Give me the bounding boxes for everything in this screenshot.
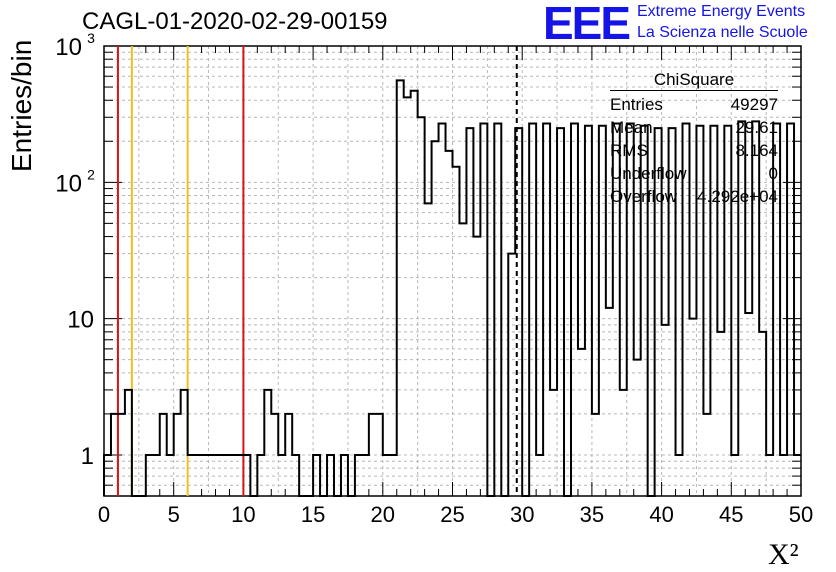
y-axis-label: Entries/bin <box>6 39 37 172</box>
x-tick-label: 30 <box>510 502 534 527</box>
histogram-series <box>103 79 801 497</box>
x-tick-label: 35 <box>580 502 604 527</box>
y-tick-label: 10 <box>55 34 82 61</box>
stats-value: 0 <box>768 164 778 183</box>
x-tick-label: 25 <box>440 502 464 527</box>
chart-title: CAGL-01-2020-02-29-00159 <box>82 8 388 35</box>
stats-value: 49297 <box>730 95 778 114</box>
stats-label: Overflow <box>610 187 678 206</box>
x-axis-label: X² <box>768 538 799 571</box>
stats-row: Entries 49297 <box>610 93 778 116</box>
stats-label: Underflow <box>610 164 687 183</box>
stats-row: Overflow 4.292e+04 <box>610 185 778 208</box>
logo-caption-line2: La Scienza nelle Scuole <box>637 24 808 41</box>
x-tick-label: 40 <box>649 502 673 527</box>
logo-caption-line1: Extreme Energy Events <box>637 3 806 20</box>
x-tick-label: 50 <box>789 502 813 527</box>
stats-row: Mean 29.61 <box>610 116 778 139</box>
stats-box: ChiSquare Entries 49297 Mean 29.61 RMS 8.16… <box>610 70 778 208</box>
x-tick-label: 45 <box>719 502 743 527</box>
stats-label: RMS <box>610 141 648 160</box>
y-tick-label-exponent: 3 <box>87 30 95 46</box>
stats-label: Entries <box>610 95 663 114</box>
stats-box-title: ChiSquare <box>610 70 778 91</box>
stats-value: 8.164 <box>735 141 778 160</box>
x-tick-label: 20 <box>371 502 395 527</box>
stats-row: RMS 8.164 <box>610 139 778 162</box>
eee-logo: EEE <box>543 0 631 49</box>
y-tick-label-exponent: 2 <box>87 166 95 182</box>
y-tick-label: 10 <box>55 170 82 197</box>
x-tick-label: 5 <box>168 502 180 527</box>
x-tick-label: 15 <box>301 502 325 527</box>
x-tick-label: 10 <box>231 502 255 527</box>
x-tick-label: 0 <box>98 502 110 527</box>
stats-value: 4.292e+04 <box>697 187 778 206</box>
stats-row: Underflow 0 <box>610 162 778 185</box>
y-tick-label: 10 <box>67 307 94 334</box>
stats-value: 29.61 <box>735 118 778 137</box>
y-tick-label: 1 <box>81 443 94 470</box>
stats-label: Mean <box>610 118 653 137</box>
